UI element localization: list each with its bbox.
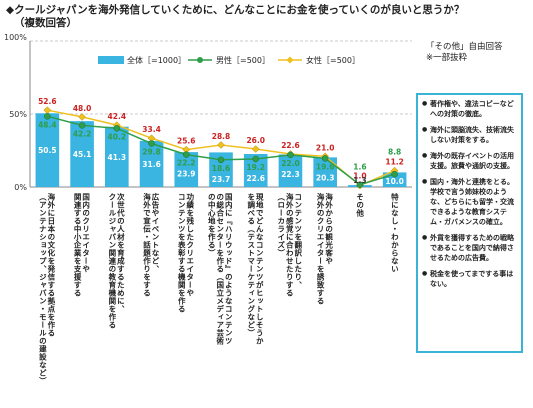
data-label-total: 41.3: [108, 153, 127, 162]
data-label-male: 1.6: [353, 163, 366, 172]
data-label-female: 21.0: [316, 143, 335, 152]
note-line1: 「その他」自由回答: [426, 42, 503, 52]
x-category-label: コンテンツを翻訳したり、 海外の感覚に合わせたりする （ローカライズ）: [276, 193, 303, 297]
chart-title-line1: ◆クールジャパンを海外発信していくために、どんなことにお金を使っていくのが良いと…: [6, 4, 465, 16]
free-answer-item: 外貨を獲得するための戦略であることを国内で納得させるための広告費。: [422, 233, 518, 263]
x-category-label: 広告やイベントなど、 海外で宣伝・話題作りをする: [142, 193, 161, 297]
free-answer-item: 海外に頭脳流失、技術流失しない対策をする。: [422, 125, 518, 145]
bar-total: [278, 154, 303, 187]
data-label-total: 45.1: [73, 150, 92, 159]
x-category-label: 海外に日本の文化を発信する拠点を作る （アンテナショップ、ジャパン・モールの建設…: [38, 193, 56, 385]
free-answer-item: 税金を使ってまでする事はない。: [422, 269, 518, 289]
point-male: [287, 151, 294, 159]
y-tick-label: 50%: [9, 110, 27, 119]
data-label-female: 1.0: [353, 172, 366, 181]
data-label-total: 10.0: [385, 177, 404, 186]
point-male: [252, 155, 259, 163]
bar-total: [174, 152, 199, 187]
data-label-female: 42.4: [108, 112, 127, 121]
data-label-female: 33.4: [142, 125, 161, 134]
y-tick-label: 100%: [4, 33, 27, 42]
point-male: [148, 140, 155, 147]
data-label-total: 20.3: [316, 173, 335, 182]
chart-title-line2: （複数回答）: [14, 17, 77, 29]
data-label-female: 26.0: [246, 136, 265, 145]
free-answer-box: 著作権や、違法コピーなどへの対策の徹底。海外に頭脳流失、技術流失しない対策をする…: [416, 93, 523, 353]
data-label-female: 28.8: [212, 132, 231, 141]
data-label-total: 1.3: [353, 176, 366, 185]
point-female: [43, 106, 52, 115]
bar-total: [105, 126, 129, 187]
legend-swatch-total: [98, 56, 124, 64]
point-male: [391, 170, 398, 178]
data-label-male: 19.2: [246, 163, 265, 172]
data-label-total: 23.9: [177, 170, 196, 179]
data-label-male: 8.8: [388, 148, 401, 157]
data-label-male: 29.8: [142, 147, 161, 156]
legend-marker-female: [286, 56, 294, 64]
point-male: [217, 156, 225, 164]
data-label-female: 22.6: [281, 141, 300, 150]
bar-total: [35, 113, 60, 187]
legend-marker-male: [197, 57, 203, 63]
bar-total: [209, 152, 233, 187]
data-label-male: 42.2: [73, 129, 92, 138]
data-label-total: 31.6: [142, 160, 161, 169]
free-answer-list: 著作権や、違法コピーなどへの対策の徹底。海外に頭脳流失、技術流失しない対策をする…: [422, 99, 518, 289]
bar-total: [243, 154, 268, 187]
x-category-label: 功績を残したクリエイターや コンテンツを表彰する機関を作る: [177, 193, 195, 313]
note-line2: ※一部抜粋: [426, 53, 468, 63]
x-category-label: 国内に『ハリウッド』のようなコンテンツ の総合センターを作る（国立メディア芸術 …: [207, 193, 234, 345]
legend-label-total: 全体［=1000］: [127, 55, 186, 65]
free-answer-item: 国内・海外と連携をとる。学校で言う姉妹校のような、どちらにも留学・交流できるよう…: [422, 177, 518, 227]
data-label-total: 50.5: [38, 146, 57, 155]
data-label-male: 48.4: [38, 120, 57, 129]
x-category-label: 次世代の人材を育成するために、 クールジャパン関連の教育機関を作る: [107, 193, 126, 329]
x-category-label: 国内のクリエイターや 関連する中小企業を支援する: [73, 193, 91, 297]
point-male: [183, 151, 190, 158]
point-male: [78, 122, 86, 129]
data-label-total: 23.7: [212, 175, 231, 184]
legend-label-female: 女性［=500］: [306, 55, 360, 65]
point-male: [113, 125, 121, 132]
data-label-male: 19.6: [316, 162, 335, 171]
data-label-total: 22.3: [281, 170, 300, 179]
data-label-female: 25.6: [177, 137, 196, 146]
chart-title: ◆クールジャパンを海外発信していくために、どんなことにお金を使っていくのが良いと…: [6, 4, 464, 30]
data-label-female: 52.6: [38, 97, 57, 106]
free-answer-note: 「その他」自由回答 ※一部抜粋: [426, 42, 503, 64]
point-female: [251, 145, 260, 153]
point-female: [78, 113, 86, 121]
x-category-label: その他: [355, 193, 365, 217]
free-answer-item: 著作権や、違法コピーなどへの対策の徹底。: [422, 99, 518, 119]
data-label-male: 18.6: [212, 164, 231, 173]
bar-total: [313, 157, 337, 187]
data-label-female: 48.0: [73, 104, 92, 113]
bar-total: [70, 121, 94, 187]
point-male: [44, 113, 51, 120]
bar-total: [139, 140, 164, 187]
x-category-label: 現地でどんなコンテンツがヒットしそうか を調べる（テストマーケティングなど）: [246, 193, 265, 345]
y-tick-label: 0%: [14, 183, 27, 192]
x-category-label: 特になし・わからない: [390, 193, 400, 273]
point-male: [321, 155, 329, 162]
point-male: [356, 181, 364, 188]
free-answer-item: 海外の既存イベントの活用支援。旅費や通訳の支援。: [422, 151, 518, 171]
data-label-male: 22.0: [281, 159, 300, 168]
data-label-female: 11.2: [385, 158, 404, 167]
point-female: [217, 141, 225, 149]
data-label-male: 22.2: [177, 159, 196, 168]
data-label-total: 22.6: [246, 174, 265, 183]
legend-label-male: 男性［=500］: [216, 55, 270, 65]
x-category-label: 海外からの観光客や 海外のクリエイターを誘致する: [316, 193, 334, 305]
data-label-male: 40.2: [108, 132, 127, 141]
